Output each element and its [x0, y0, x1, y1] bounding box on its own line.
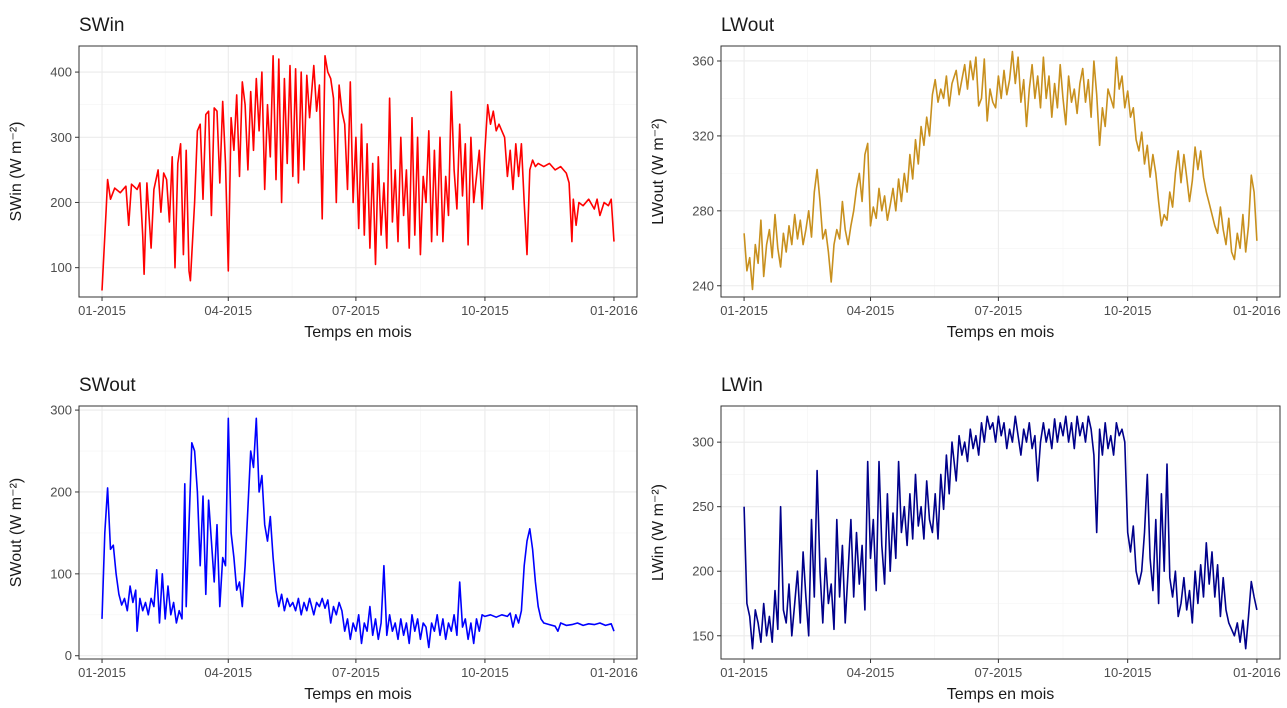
x-tick-label: 01-2015 [78, 665, 126, 680]
x-tick-label: 01-2016 [1233, 303, 1281, 318]
x-axis-title: Temps en mois [947, 686, 1055, 703]
y-tick-label: 360 [692, 53, 714, 68]
x-tick-label: 10-2015 [461, 303, 509, 318]
chart-title: LWin [721, 375, 763, 396]
y-axis-title: LWout (W m⁻²) [650, 118, 667, 225]
panel-swout: 01-2015 04-2015 07-2015 10-2015 01-2016 0 100 2… [8, 375, 638, 703]
panel-border [720, 45, 1281, 298]
x-axis-title: Temps en mois [304, 686, 412, 703]
panel-border [78, 45, 638, 298]
panel-border [78, 405, 638, 660]
x-tick-label: 01-2016 [590, 303, 638, 318]
x-tick-label: 01-2015 [720, 665, 768, 680]
y-tick-label: 320 [692, 128, 714, 143]
chart-title: SWout [79, 375, 136, 396]
x-tick-label: 10-2015 [461, 665, 509, 680]
y-tick-label: 250 [692, 499, 714, 514]
x-tick-label: 01-2015 [720, 303, 768, 318]
y-tick-label: 300 [692, 435, 714, 450]
panel-swin: 01-2015 04-2015 07-2015 10-2015 01-2016 100 20… [8, 15, 638, 341]
y-tick-label: 200 [50, 484, 72, 499]
x-tick-label: 07-2015 [332, 303, 380, 318]
y-tick-label: 200 [692, 564, 714, 579]
x-tick-label: 04-2015 [847, 303, 895, 318]
y-axis-title: SWout (W m⁻²) [8, 478, 25, 587]
x-tick-label: 01-2016 [590, 665, 638, 680]
x-tick-label: 07-2015 [975, 303, 1023, 318]
x-tick-label: 10-2015 [1104, 303, 1152, 318]
x-tick-label: 04-2015 [847, 665, 895, 680]
y-axis-title: SWin (W m⁻²) [8, 122, 25, 222]
grid-lines [79, 46, 637, 297]
panel-border [720, 405, 1281, 660]
x-tick-label: 07-2015 [332, 665, 380, 680]
x-axis-title: Temps en mois [947, 324, 1055, 341]
x-tick-label: 04-2015 [204, 303, 252, 318]
y-tick-label: 240 [692, 278, 714, 293]
y-tick-label: 400 [50, 65, 72, 80]
chart-title: SWin [79, 15, 124, 36]
y-axis-title: LWin (W m⁻²) [650, 484, 667, 581]
x-tick-label: 04-2015 [204, 665, 252, 680]
y-tick-label: 150 [692, 628, 714, 643]
x-tick-label: 01-2016 [1233, 665, 1281, 680]
series-line-swin [101, 55, 615, 291]
x-tick-label: 01-2015 [78, 303, 126, 318]
x-tick-label: 07-2015 [975, 665, 1023, 680]
y-tick-label: 300 [50, 403, 72, 418]
x-tick-label: 10-2015 [1104, 665, 1152, 680]
y-tick-label: 0 [65, 648, 72, 663]
y-tick-label: 280 [692, 203, 714, 218]
panel-lwout: 01-2015 04-2015 07-2015 10-2015 01-2016 240 28… [650, 15, 1281, 341]
series-line-lwin [743, 415, 1258, 650]
x-axis-title: Temps en mois [304, 324, 412, 341]
y-tick-label: 200 [50, 195, 72, 210]
chart-title: LWout [721, 15, 775, 36]
grid-lines [721, 46, 1280, 297]
y-tick-label: 100 [50, 260, 72, 275]
y-tick-label: 300 [50, 130, 72, 145]
series-line-swout [101, 417, 615, 649]
panel-lwin: 01-2015 04-2015 07-2015 10-2015 01-2016 150 20… [650, 375, 1281, 703]
y-tick-label: 100 [50, 566, 72, 581]
grid-lines [79, 406, 637, 659]
series-line-lwout [743, 50, 1258, 291]
grid-lines [721, 406, 1280, 659]
